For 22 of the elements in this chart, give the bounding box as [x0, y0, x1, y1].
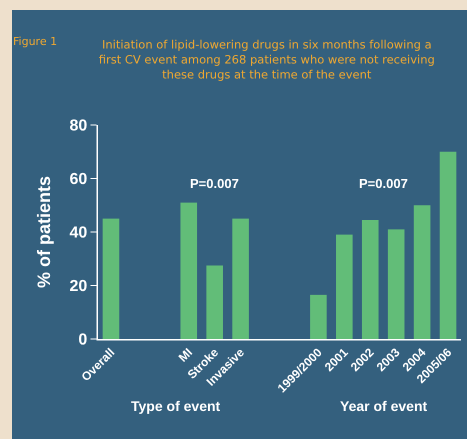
- bar: [362, 220, 379, 339]
- caption: Figure 1: [13, 35, 58, 48]
- y-axis-title: % of patients: [34, 176, 54, 288]
- bar: [206, 265, 223, 339]
- y-tick-label: 40: [70, 224, 88, 242]
- bar: [180, 202, 198, 339]
- text: Type of event: [131, 398, 221, 414]
- chart-title: Initiation of lipid-lowering drugs in six months following a first CV event among 268 patients who were not receiving these drugs at the time of the event: [98, 38, 435, 82]
- bar: [232, 218, 249, 339]
- bar: [310, 294, 327, 339]
- annotation: P=0.007: [190, 176, 239, 191]
- text: Year of event: [340, 398, 428, 414]
- y-tick-label: 20: [70, 278, 88, 296]
- y-tick-label: 80: [70, 118, 88, 135]
- bar: [414, 205, 430, 339]
- y-tick-label: 60: [70, 171, 88, 188]
- bar: [440, 152, 456, 339]
- bar: [336, 234, 353, 339]
- annotation: P=0.007: [359, 176, 408, 191]
- bar: [388, 229, 404, 339]
- bar: [102, 218, 120, 339]
- y-tick-label: 0: [78, 332, 88, 349]
